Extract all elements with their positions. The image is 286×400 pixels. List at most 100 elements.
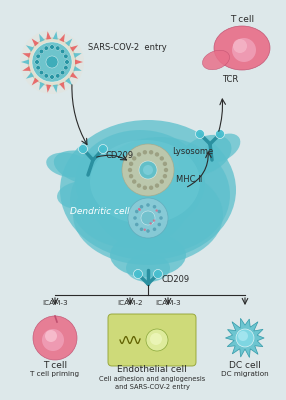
Text: CD209: CD209: [106, 150, 134, 160]
Circle shape: [128, 198, 168, 238]
Circle shape: [163, 174, 167, 178]
Ellipse shape: [178, 135, 231, 175]
Ellipse shape: [90, 140, 200, 224]
Circle shape: [160, 179, 164, 184]
Circle shape: [154, 270, 162, 278]
Circle shape: [149, 186, 153, 190]
Text: T cell priming: T cell priming: [30, 371, 80, 377]
Circle shape: [146, 203, 150, 207]
Circle shape: [135, 210, 138, 213]
Circle shape: [144, 228, 146, 231]
Polygon shape: [21, 60, 29, 64]
Ellipse shape: [57, 181, 107, 209]
Polygon shape: [65, 38, 72, 46]
Circle shape: [143, 165, 153, 175]
Ellipse shape: [54, 150, 116, 186]
Circle shape: [134, 270, 142, 278]
Circle shape: [135, 223, 138, 226]
Text: ICAM-2: ICAM-2: [117, 300, 143, 306]
Polygon shape: [46, 84, 51, 93]
Circle shape: [146, 229, 150, 233]
Circle shape: [46, 56, 58, 68]
Text: ICAM-3: ICAM-3: [42, 300, 68, 306]
Circle shape: [160, 156, 164, 161]
Circle shape: [141, 211, 155, 225]
Circle shape: [42, 329, 64, 351]
Circle shape: [138, 208, 141, 211]
Circle shape: [215, 130, 225, 138]
Circle shape: [155, 152, 159, 157]
Ellipse shape: [204, 134, 240, 162]
Ellipse shape: [110, 233, 186, 277]
Circle shape: [153, 219, 155, 222]
Circle shape: [132, 156, 136, 161]
Polygon shape: [32, 78, 39, 86]
Circle shape: [140, 205, 143, 208]
FancyBboxPatch shape: [108, 314, 196, 366]
Polygon shape: [70, 72, 78, 79]
Circle shape: [150, 333, 162, 345]
Text: T cell: T cell: [43, 360, 67, 370]
Circle shape: [55, 74, 60, 78]
Polygon shape: [46, 31, 51, 40]
Polygon shape: [26, 45, 34, 52]
Circle shape: [233, 39, 247, 53]
Polygon shape: [22, 53, 31, 58]
Circle shape: [132, 179, 136, 184]
Circle shape: [98, 144, 108, 154]
Ellipse shape: [126, 254, 170, 282]
Polygon shape: [26, 72, 34, 79]
Text: Endothelial cell: Endothelial cell: [117, 366, 187, 374]
Circle shape: [153, 205, 156, 208]
Circle shape: [32, 42, 72, 82]
Circle shape: [20, 30, 84, 94]
Circle shape: [143, 186, 147, 190]
Circle shape: [129, 174, 133, 178]
Text: and SARS-COV-2 entry: and SARS-COV-2 entry: [115, 384, 189, 390]
Circle shape: [64, 66, 68, 70]
Circle shape: [44, 46, 48, 50]
Circle shape: [50, 75, 54, 79]
Circle shape: [78, 144, 88, 154]
Circle shape: [36, 66, 40, 70]
Polygon shape: [70, 45, 78, 52]
Text: SARS-COV-2  entry: SARS-COV-2 entry: [88, 44, 167, 52]
Circle shape: [60, 70, 65, 75]
Circle shape: [139, 161, 157, 179]
Text: TCR: TCR: [222, 76, 238, 84]
Ellipse shape: [46, 152, 90, 178]
Polygon shape: [75, 60, 83, 64]
Polygon shape: [74, 53, 82, 58]
Ellipse shape: [60, 120, 236, 260]
Text: T cell: T cell: [230, 16, 254, 24]
Polygon shape: [59, 82, 65, 90]
Text: ICAM-3: ICAM-3: [155, 300, 181, 306]
Circle shape: [44, 74, 48, 78]
Circle shape: [158, 223, 161, 226]
Circle shape: [45, 330, 57, 342]
Circle shape: [156, 209, 158, 212]
Circle shape: [196, 130, 204, 138]
Circle shape: [153, 228, 156, 231]
Ellipse shape: [75, 130, 205, 234]
Circle shape: [232, 38, 256, 62]
Polygon shape: [53, 84, 58, 93]
Ellipse shape: [214, 26, 270, 70]
Circle shape: [33, 316, 77, 360]
Ellipse shape: [202, 50, 229, 70]
Circle shape: [35, 60, 39, 64]
Text: Dendritic cell: Dendritic cell: [70, 208, 130, 216]
Ellipse shape: [70, 152, 190, 248]
Circle shape: [64, 54, 68, 58]
Polygon shape: [22, 66, 31, 71]
Circle shape: [55, 46, 60, 50]
Circle shape: [149, 222, 152, 225]
Circle shape: [163, 162, 167, 166]
Circle shape: [36, 54, 40, 58]
Circle shape: [129, 162, 133, 166]
Polygon shape: [74, 66, 82, 71]
Circle shape: [65, 60, 69, 64]
Circle shape: [164, 168, 168, 172]
Circle shape: [39, 70, 43, 75]
Circle shape: [159, 216, 163, 220]
